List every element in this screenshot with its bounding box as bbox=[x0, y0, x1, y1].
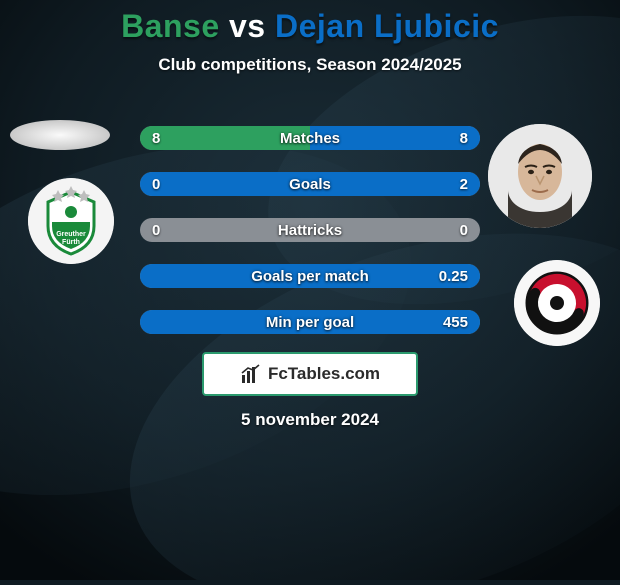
stat-label: Min per goal bbox=[140, 310, 480, 334]
player1-avatar bbox=[10, 120, 110, 150]
player2-avatar bbox=[488, 124, 592, 228]
player2-team-badge bbox=[514, 260, 600, 346]
svg-text:Greuther: Greuther bbox=[56, 231, 86, 238]
stat-value-player2: 455 bbox=[431, 310, 480, 334]
brand-text: FcTables.com bbox=[268, 364, 380, 384]
stat-value-player2: 2 bbox=[448, 172, 480, 196]
stat-label: Hattricks bbox=[140, 218, 480, 242]
title-player2: Dejan Ljubicic bbox=[275, 8, 499, 44]
player2-face-icon bbox=[488, 124, 592, 228]
page-title: Banse vs Dejan Ljubicic bbox=[0, 8, 620, 45]
stat-bar: Min per goal455 bbox=[140, 310, 480, 334]
date-text: 5 november 2024 bbox=[0, 410, 620, 430]
subtitle: Club competitions, Season 2024/2025 bbox=[0, 55, 620, 75]
stat-label: Matches bbox=[140, 126, 480, 150]
stat-value-player2: 0.25 bbox=[427, 264, 480, 288]
title-vs: vs bbox=[229, 8, 266, 44]
stat-bar: Goals per match0.25 bbox=[140, 264, 480, 288]
svg-text:Fürth: Fürth bbox=[62, 239, 80, 246]
player1-team-badge: Greuther Fürth bbox=[28, 178, 114, 264]
stat-value-player1: 0 bbox=[140, 172, 172, 196]
hurricanes-icon bbox=[514, 260, 600, 346]
stat-value-player1: 8 bbox=[140, 126, 172, 150]
greuther-fuerth-icon: Greuther Fürth bbox=[28, 178, 114, 264]
stats-bars: Matches88Goals02Hattricks00Goals per mat… bbox=[140, 126, 480, 356]
stat-value-player2: 0 bbox=[448, 218, 480, 242]
stat-bar: Hattricks0 0 bbox=[140, 218, 480, 242]
content-root: Banse vs Dejan Ljubicic Club competition… bbox=[0, 0, 620, 580]
brand-box: FcTables.com bbox=[202, 352, 418, 396]
stat-bar: Matches8 8 bbox=[140, 126, 480, 150]
stat-value-player1: 0 bbox=[140, 218, 172, 242]
stat-value-player2: 8 bbox=[448, 126, 480, 150]
stat-bar: Goals0 2 bbox=[140, 172, 480, 196]
stat-label: Goals bbox=[140, 172, 480, 196]
brand-chart-icon bbox=[240, 363, 262, 385]
title-player1: Banse bbox=[121, 8, 220, 44]
